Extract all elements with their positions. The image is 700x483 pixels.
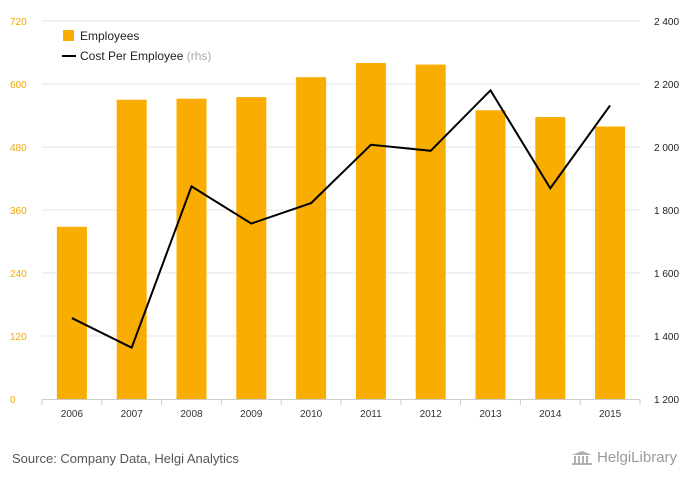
left-tick-label: 0	[10, 395, 16, 406]
left-tick-label: 480	[10, 143, 27, 154]
axes: 0 120 240 360 480 600 720 1 200 1 400 1 600 1 800 2…	[10, 17, 679, 420]
brand-name: HelgiLibrary	[597, 449, 678, 466]
x-tick-label: 2010	[300, 409, 323, 420]
library-building-icon	[572, 450, 592, 465]
left-tick-label: 600	[10, 80, 27, 91]
x-tick-label: 2014	[539, 409, 562, 420]
brand-logo: HelgiLibrary	[571, 449, 677, 466]
chart: 0 120 240 360 480 600 720 1 200 1 400 1 600 1 800 2…	[10, 17, 679, 420]
x-tick-label: 2009	[240, 409, 263, 420]
legend-label-employees: Employees	[80, 29, 139, 43]
bar-2006	[56, 226, 87, 399]
legend: Employees Cost Per Employee (rhs)	[62, 29, 211, 63]
bar-series	[56, 63, 626, 400]
bar-2012	[415, 64, 446, 399]
bar-2014	[535, 117, 566, 399]
cost-per-employee-line	[71, 88, 611, 350]
right-tick-label: 2 200	[654, 80, 679, 91]
bar-2010	[296, 77, 327, 400]
left-tick-label: 240	[10, 269, 27, 280]
x-tick-label: 2011	[360, 409, 382, 420]
bar-2013	[475, 110, 506, 399]
right-tick-label: 1 200	[654, 395, 679, 406]
bar-2008	[176, 98, 207, 399]
right-tick-label: 2 400	[654, 17, 679, 28]
x-tick-label: 2013	[479, 409, 502, 420]
legend-label-cost: Cost Per Employee (rhs)	[80, 49, 211, 63]
x-tick-label: 2006	[61, 409, 84, 420]
source-note: Source: Company Data, Helgi Analytics	[12, 451, 239, 466]
bar-2011	[355, 63, 386, 399]
right-tick-label: 1 400	[654, 332, 679, 343]
line-series	[71, 88, 611, 350]
x-tick-label: 2012	[420, 409, 443, 420]
left-tick-label: 720	[10, 17, 27, 28]
x-tick-label: 2015	[599, 409, 622, 420]
left-tick-label: 360	[10, 206, 27, 217]
legend-rhs-suffix: (rhs)	[187, 49, 212, 63]
right-tick-label: 1 600	[654, 269, 679, 280]
right-tick-label: 1 800	[654, 206, 679, 217]
bar-2007	[116, 99, 147, 399]
x-tick-label: 2007	[121, 409, 144, 420]
bar-2009	[236, 97, 267, 399]
left-tick-label: 120	[10, 332, 27, 343]
bar-2015	[595, 126, 626, 400]
x-tick-label: 2008	[180, 409, 203, 420]
legend-swatch-employees	[63, 30, 74, 41]
right-tick-label: 2 000	[654, 143, 679, 154]
